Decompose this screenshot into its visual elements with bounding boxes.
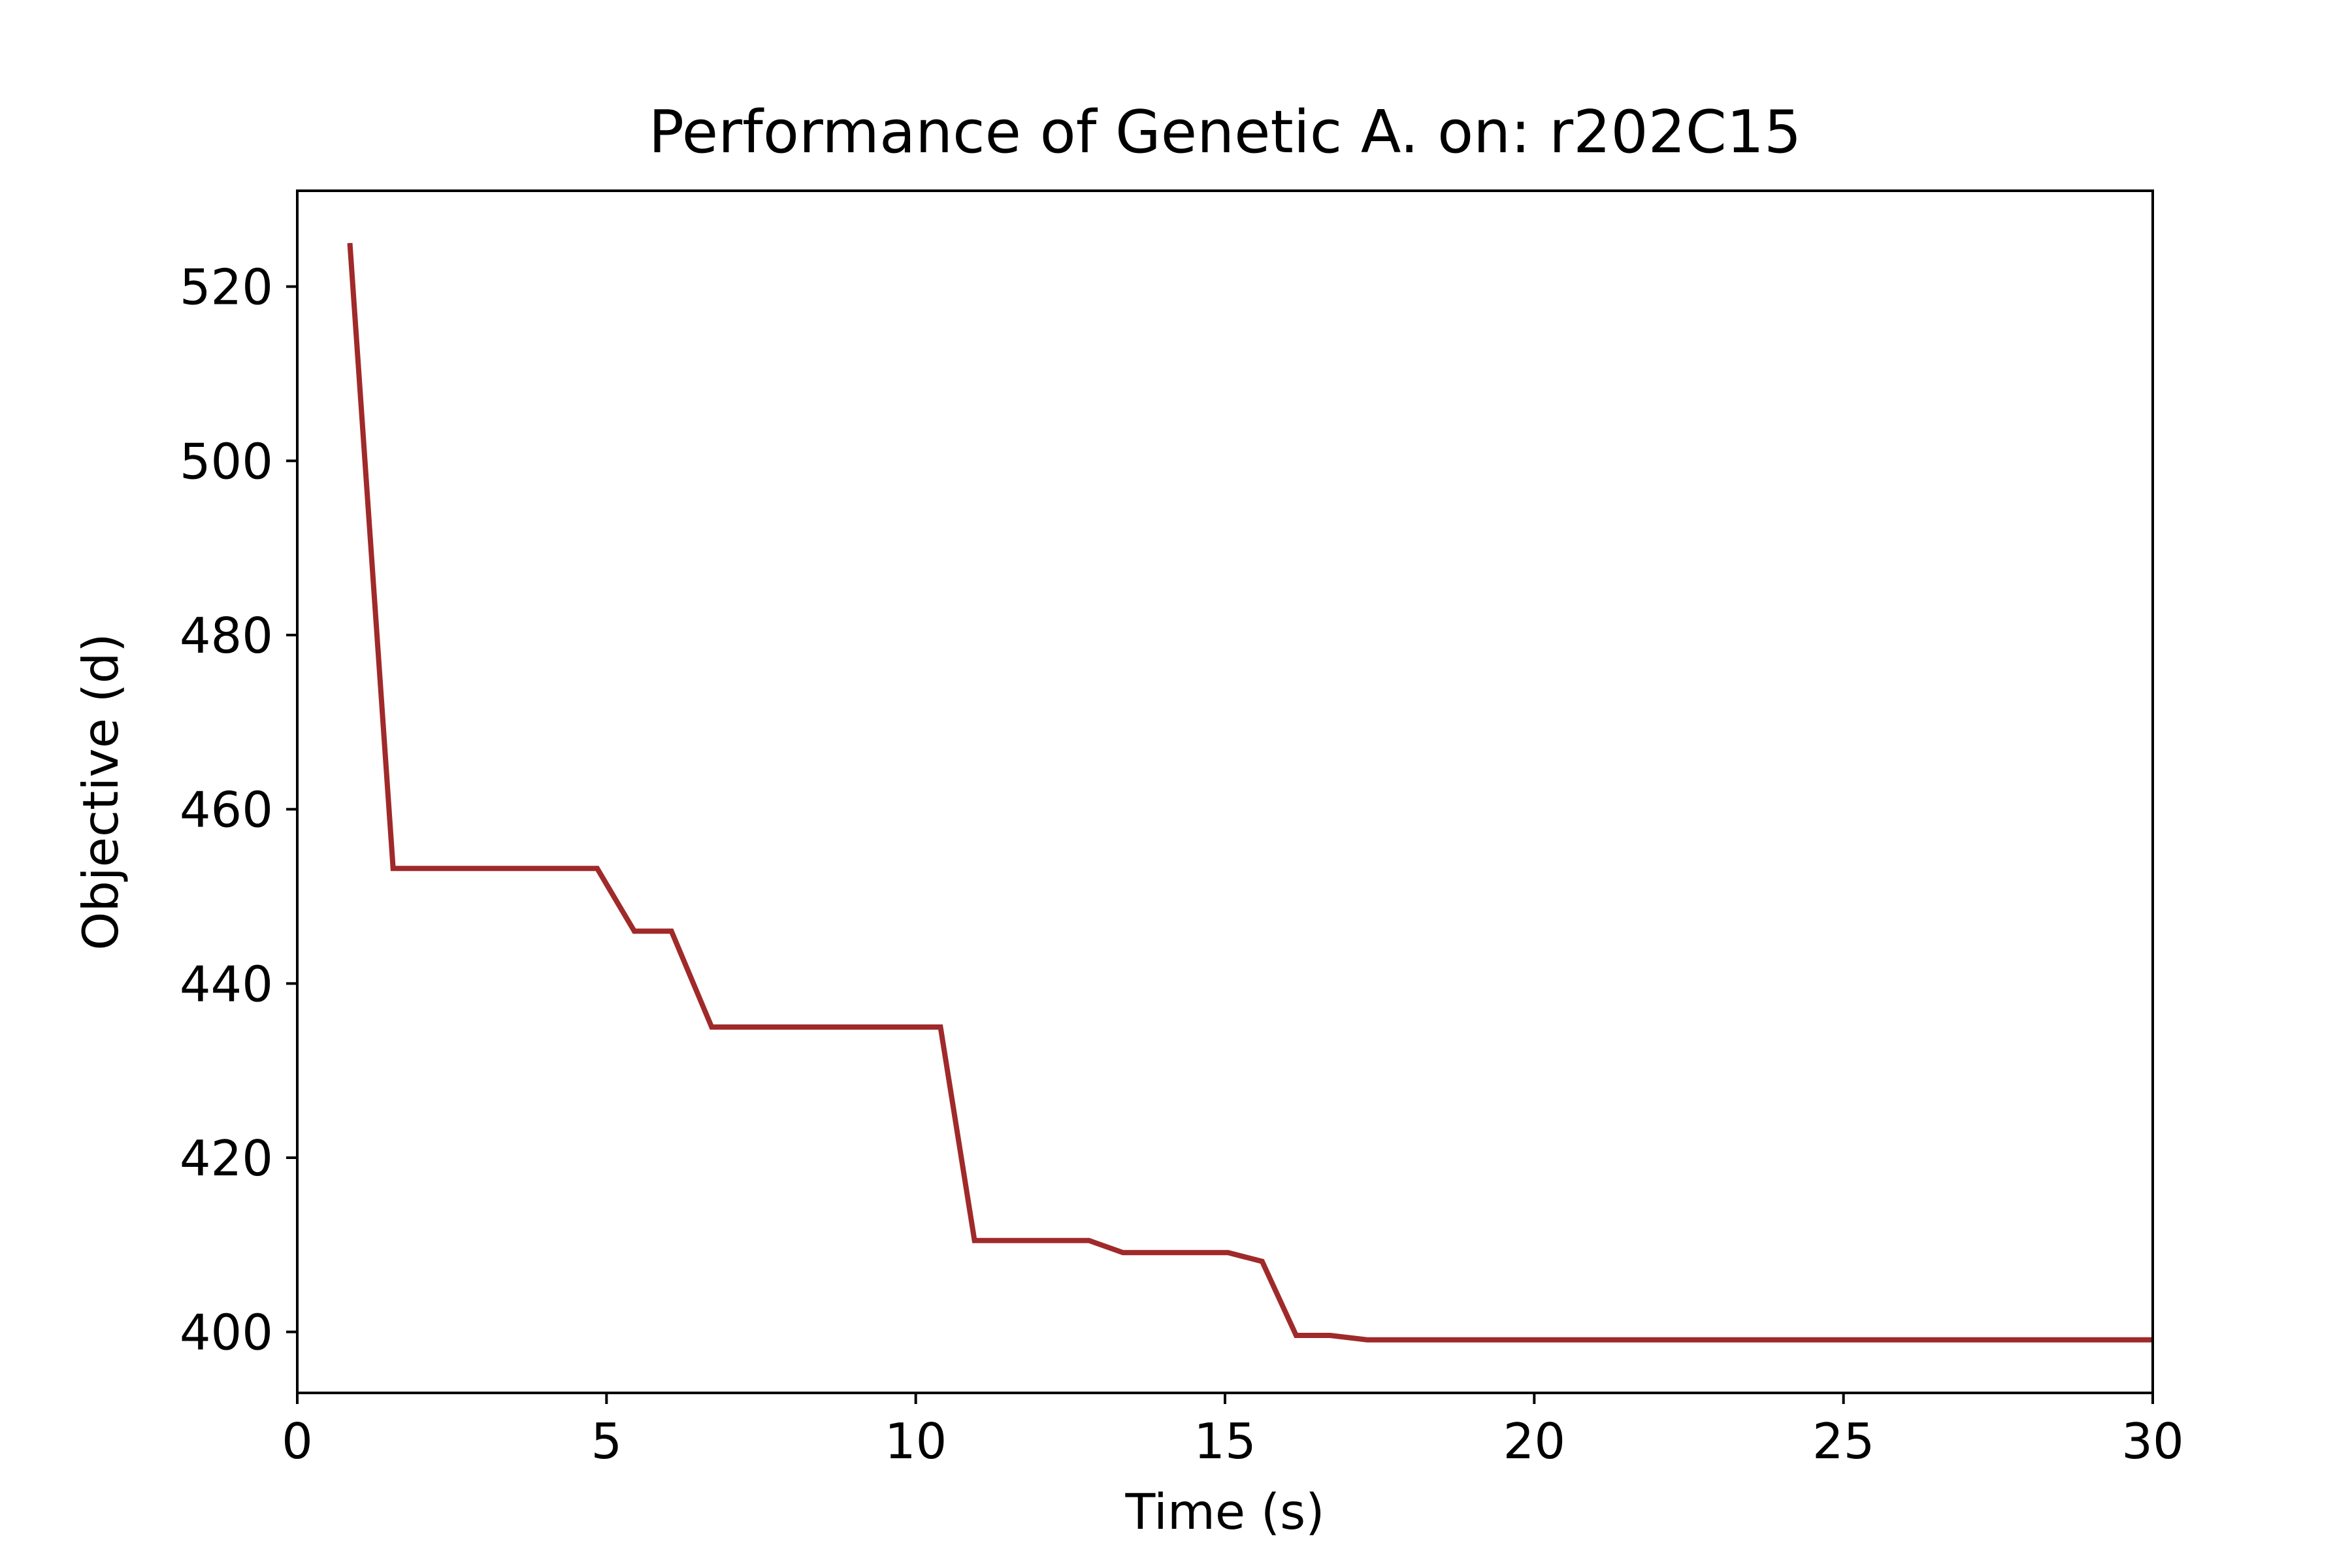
y-axis-label: Objective (d)	[72, 633, 129, 951]
y-axis-ticks: 400 420 440 460 480 500 520	[180, 259, 297, 1362]
y-tick-label: 440	[180, 955, 273, 1013]
chart-title: Performance of Genetic A. on: r202C15	[649, 98, 1802, 167]
y-tick-label: 400	[180, 1304, 273, 1362]
y-tick-label: 480	[180, 607, 273, 664]
x-tick-label: 30	[2121, 1413, 2183, 1470]
x-tick-label: 25	[1812, 1413, 1874, 1470]
y-tick-label: 500	[180, 433, 273, 490]
x-tick-label: 0	[282, 1413, 313, 1470]
x-tick-label: 10	[885, 1413, 947, 1470]
y-tick-label: 420	[180, 1130, 273, 1187]
x-tick-label: 5	[591, 1413, 622, 1470]
x-axis-ticks: 0 5 10 15 20 25 30	[282, 1393, 2184, 1470]
x-axis-label: Time (s)	[1125, 1483, 1325, 1541]
x-tick-label: 15	[1194, 1413, 1256, 1470]
x-tick-label: 20	[1503, 1413, 1565, 1470]
y-tick-label: 460	[180, 781, 273, 839]
series-line-0	[347, 242, 2153, 1343]
y-tick-label: 520	[180, 259, 273, 316]
